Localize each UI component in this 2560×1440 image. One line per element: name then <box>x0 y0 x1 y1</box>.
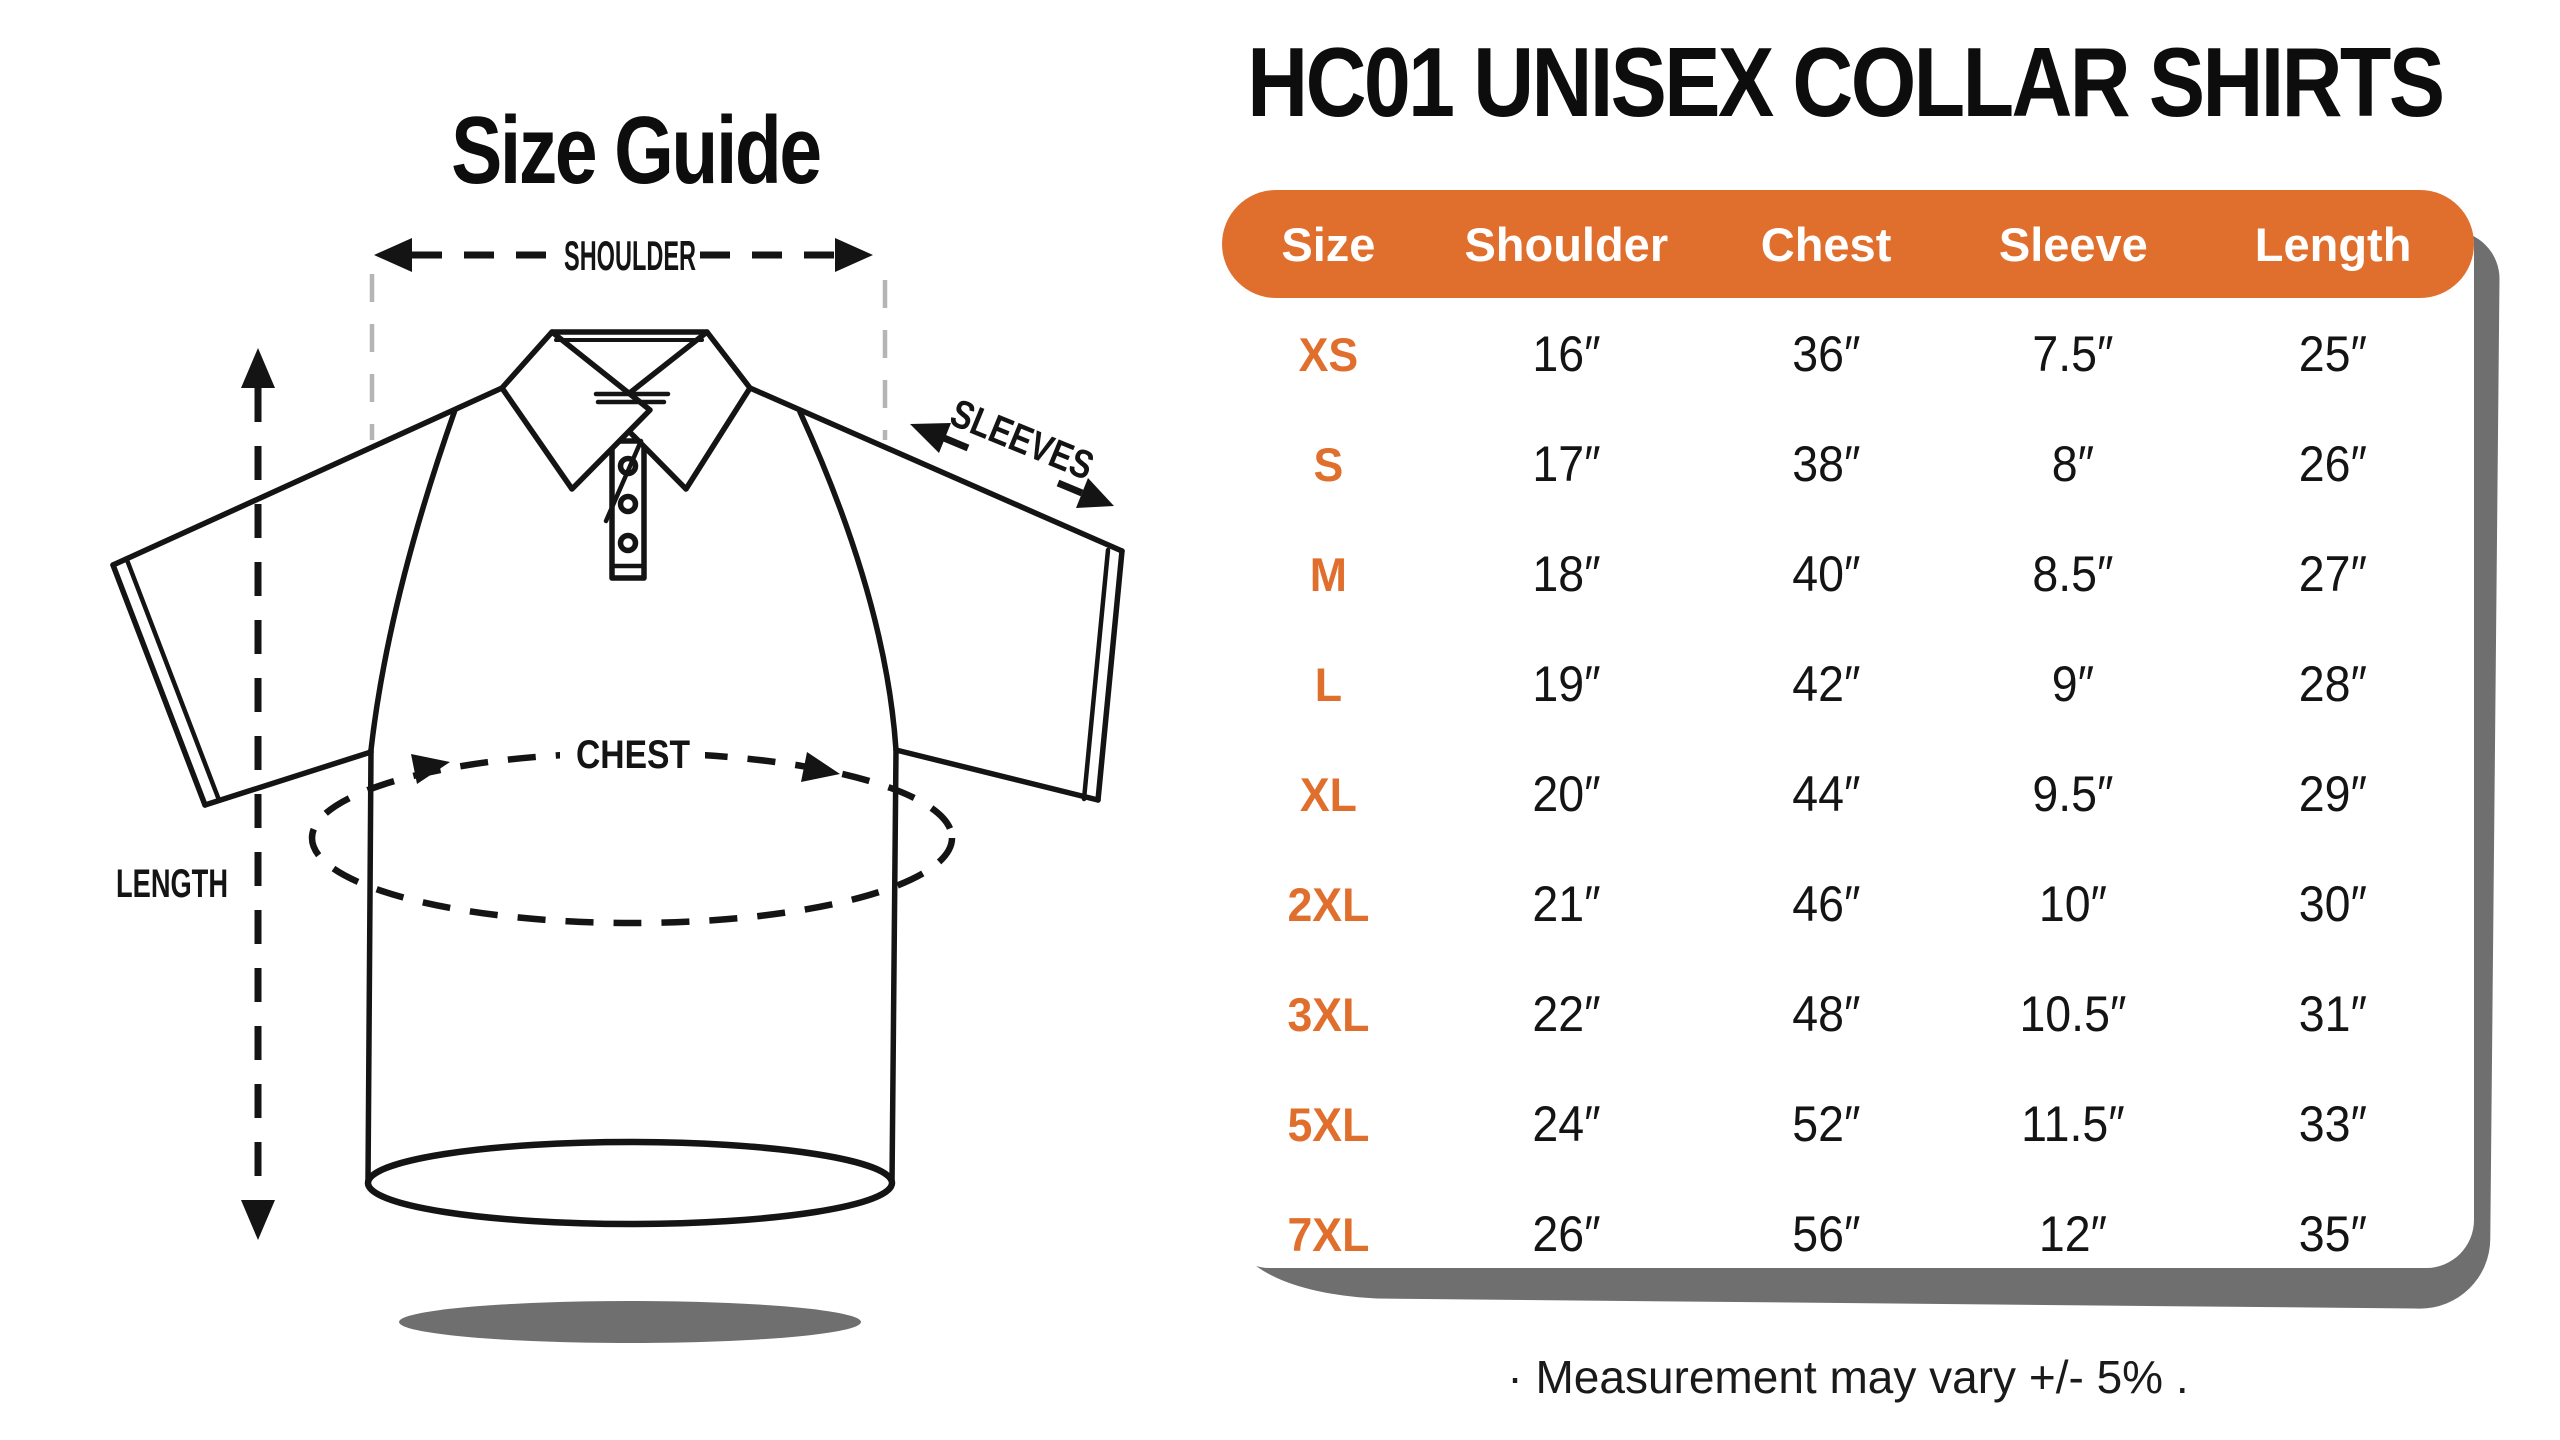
table-row: XL 20″ 44″ 9.5″ 29″ <box>1222 739 2474 849</box>
shoulder-label: SHOULDER <box>564 232 696 279</box>
polo-shirt-drawing <box>110 329 1125 1228</box>
shoulder-guide-lines <box>369 274 888 440</box>
header-sleeve: Sleeve <box>1998 217 2148 271</box>
cell-chest: 42″ <box>1791 656 1861 712</box>
size-guide-title-text: Size Guide <box>450 97 822 204</box>
product-title: HC01 UNISEX COLLAR SHIRTS <box>1150 26 2480 139</box>
arrowhead-left-icon <box>374 238 412 272</box>
table-row: XS 16″ 36″ 7.5″ 25″ <box>1222 299 2474 409</box>
measurement-footnote: · Measurement may vary +/- 5% . <box>1507 1351 2189 1403</box>
header-chest: Chest <box>1760 217 1892 271</box>
table-row: L 19″ 42″ 9″ 28″ <box>1222 629 2474 739</box>
table-row: 3XL 22″ 48″ 10.5″ 31″ <box>1222 959 2474 1069</box>
ground-shadow <box>399 1301 861 1343</box>
cell-length: 27″ <box>2299 546 2368 602</box>
arrowhead-left-icon <box>910 423 951 453</box>
cell-length: 33″ <box>2299 1096 2368 1152</box>
table-row: 2XL 21″ 46″ 10″ 30″ <box>1222 849 2474 959</box>
shoulder-arrow: SHOULDER <box>374 232 873 279</box>
button <box>617 532 639 554</box>
cell-sleeve: 8.5″ <box>2032 546 2114 602</box>
arrowhead-down-icon <box>241 1200 275 1240</box>
cell-shoulder: 24″ <box>1532 1096 1601 1152</box>
cell-shoulder: 26″ <box>1532 1206 1601 1262</box>
table-row: S 17″ 38″ 8″ 26″ <box>1222 409 2474 519</box>
sleeves-label: SLEEVES <box>944 391 1099 489</box>
length-label: LENGTH <box>116 862 228 906</box>
cell-sleeve: 7.5″ <box>2032 326 2114 382</box>
product-title-text: HC01 UNISEX COLLAR SHIRTS <box>1247 27 2445 137</box>
table-row: 7XL 26″ 56″ 12″ 35″ <box>1222 1179 2474 1289</box>
button <box>617 493 639 515</box>
cell-size: 7XL <box>1287 1207 1370 1261</box>
size-table-body: XS 16″ 36″ 7.5″ 25″ S 17″ 38″ 8″ 26″ M 18″ 40″ 8.5″ 27… <box>1222 299 2474 1289</box>
cell-size: XL <box>1299 767 1357 821</box>
cell-sleeve: 10″ <box>2039 876 2108 932</box>
cell-sleeve: 9.5″ <box>2032 766 2114 822</box>
shirt-hem-ellipse <box>364 1138 896 1228</box>
cell-length: 28″ <box>2299 656 2368 712</box>
cell-shoulder: 16″ <box>1532 326 1601 382</box>
cell-shoulder: 18″ <box>1532 546 1601 602</box>
arrowhead-right-icon <box>1076 478 1114 508</box>
cell-size: M <box>1309 547 1348 601</box>
arrowhead-right-icon <box>801 752 840 782</box>
collar-flap-left <box>499 329 653 492</box>
cell-size: 3XL <box>1287 987 1370 1041</box>
cell-chest: 46″ <box>1791 876 1861 932</box>
cell-size: L <box>1314 657 1343 711</box>
sleeves-arrow: SLEEVES <box>910 391 1114 508</box>
collar-flap-right <box>605 329 753 492</box>
cell-shoulder: 20″ <box>1532 766 1601 822</box>
header-length: Length <box>2254 217 2412 271</box>
cell-chest: 36″ <box>1791 326 1861 382</box>
cell-shoulder: 22″ <box>1532 986 1601 1042</box>
cell-sleeve: 10.5″ <box>2019 986 2127 1042</box>
cell-chest: 48″ <box>1791 986 1861 1042</box>
cell-chest: 40″ <box>1791 546 1861 602</box>
cell-shoulder: 17″ <box>1532 436 1601 492</box>
header-shoulder: Shoulder <box>1464 217 1669 271</box>
cell-shoulder: 21″ <box>1532 876 1601 932</box>
cell-chest: 56″ <box>1791 1206 1861 1262</box>
arrowhead-left-icon <box>411 754 450 784</box>
length-arrow: LENGTH <box>116 348 275 1240</box>
arrowhead-right-icon <box>835 238 873 272</box>
cell-sleeve: 12″ <box>2039 1206 2108 1262</box>
cell-chest: 44″ <box>1791 766 1861 822</box>
polo-shirt-diagram: SHOULDER SLEEVES CHEST LENGTH <box>110 232 1125 1343</box>
cell-size: 5XL <box>1287 1097 1370 1151</box>
cell-shoulder: 19″ <box>1532 656 1601 712</box>
arrowhead-up-icon <box>241 348 275 388</box>
table-row: M 18″ 40″ 8.5″ 27″ <box>1222 519 2474 629</box>
table-row: 5XL 24″ 52″ 11.5″ 33″ <box>1222 1069 2474 1179</box>
cell-size: 2XL <box>1287 877 1370 931</box>
size-guide-title: Size Guide <box>235 96 1035 206</box>
header-size: Size <box>1281 217 1376 271</box>
chest-label: CHEST <box>576 733 690 777</box>
cell-sleeve: 8″ <box>2052 436 2095 492</box>
table-header-row: Size Shoulder Chest Sleeve Length <box>1222 190 2474 298</box>
cell-sleeve: 9″ <box>2052 656 2095 712</box>
cell-length: 29″ <box>2299 766 2368 822</box>
cell-size: XS <box>1298 327 1359 381</box>
cell-sleeve: 11.5″ <box>2021 1096 2126 1152</box>
cell-length: 30″ <box>2299 876 2368 932</box>
cell-size: S <box>1313 437 1344 491</box>
cell-length: 31″ <box>2299 986 2368 1042</box>
cell-chest: 52″ <box>1791 1096 1861 1152</box>
size-table-card <box>1222 190 2474 1268</box>
cell-length: 35″ <box>2299 1206 2368 1262</box>
chest-arrow: CHEST <box>308 726 956 927</box>
cell-chest: 38″ <box>1791 436 1861 492</box>
cell-length: 25″ <box>2299 326 2368 382</box>
placket <box>609 438 647 581</box>
cell-length: 26″ <box>2299 436 2368 492</box>
